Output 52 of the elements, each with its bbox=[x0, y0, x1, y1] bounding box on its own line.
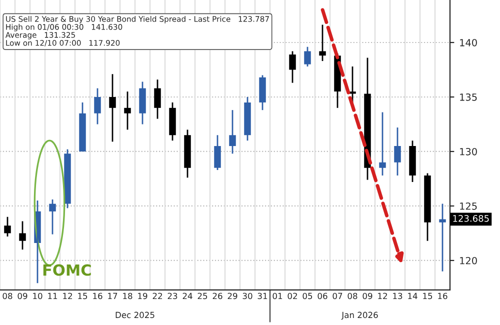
x-tick-label: 15 bbox=[78, 292, 88, 300]
annotation: FOMC bbox=[43, 264, 91, 276]
x-tick-label: 14 bbox=[408, 292, 418, 300]
candlestick bbox=[319, 24, 326, 62]
candlestick bbox=[109, 73, 116, 142]
x-tick-label: 02 bbox=[288, 292, 297, 300]
x-tick-label: 29 bbox=[228, 292, 238, 300]
y-tick-label: 125 bbox=[460, 202, 477, 210]
candlestick bbox=[394, 126, 401, 176]
x-tick-label: 07 bbox=[332, 292, 342, 300]
x-tick-label: 06 bbox=[318, 292, 328, 300]
x-tick-label: 01 bbox=[272, 292, 282, 300]
candlestick bbox=[439, 203, 446, 272]
x-tick-label: 12 bbox=[63, 292, 72, 300]
x-tick-label: 09 bbox=[18, 292, 28, 300]
y-tick-label: 140 bbox=[460, 38, 477, 46]
text: 123.685 bbox=[453, 214, 489, 222]
candlestick bbox=[94, 88, 101, 125]
x-tick-label: 30 bbox=[242, 292, 252, 300]
x-tick-label: 18 bbox=[123, 292, 132, 300]
y-tick-label: 120 bbox=[460, 256, 477, 264]
x-tick-label: 10 bbox=[33, 292, 42, 300]
candlestick bbox=[304, 46, 311, 68]
x-tick-label: 11 bbox=[48, 292, 58, 300]
x-tick-label: 31 bbox=[258, 292, 268, 300]
x-tick-label: 26 bbox=[212, 292, 222, 300]
text: Dec 2025 bbox=[116, 312, 154, 318]
x-tick-label: 12 bbox=[378, 292, 387, 300]
x-tick-label: 08 bbox=[348, 292, 358, 300]
x-tick-label: 17 bbox=[108, 292, 118, 300]
candlestick bbox=[124, 90, 131, 130]
y-tick-label: 135 bbox=[460, 93, 477, 101]
x-tick-label: 19 bbox=[138, 292, 148, 300]
candlestick bbox=[184, 128, 191, 178]
x-tick-label: 08 bbox=[2, 292, 12, 300]
candlestick bbox=[379, 112, 386, 176]
x-tick-label: 09 bbox=[362, 292, 372, 300]
candlestick bbox=[19, 220, 26, 250]
x-tick-label: 22 bbox=[152, 292, 162, 300]
x-tick-label: 16 bbox=[438, 292, 448, 300]
x-tick-label: 13 bbox=[393, 292, 402, 300]
x-tick-label: 23 bbox=[168, 292, 178, 300]
y-tick-label: 130 bbox=[460, 148, 477, 156]
x-tick-label: 25 bbox=[198, 292, 208, 300]
candlestick bbox=[289, 50, 296, 84]
x-tick-label: 16 bbox=[93, 292, 102, 300]
x-tick-label: 24 bbox=[182, 292, 192, 300]
candlestick bbox=[214, 134, 221, 171]
x-tick-label: 15 bbox=[423, 292, 432, 300]
x-tick-label: 05 bbox=[302, 292, 312, 300]
candlestick bbox=[229, 109, 236, 154]
text: Jan 2026 bbox=[341, 312, 378, 320]
